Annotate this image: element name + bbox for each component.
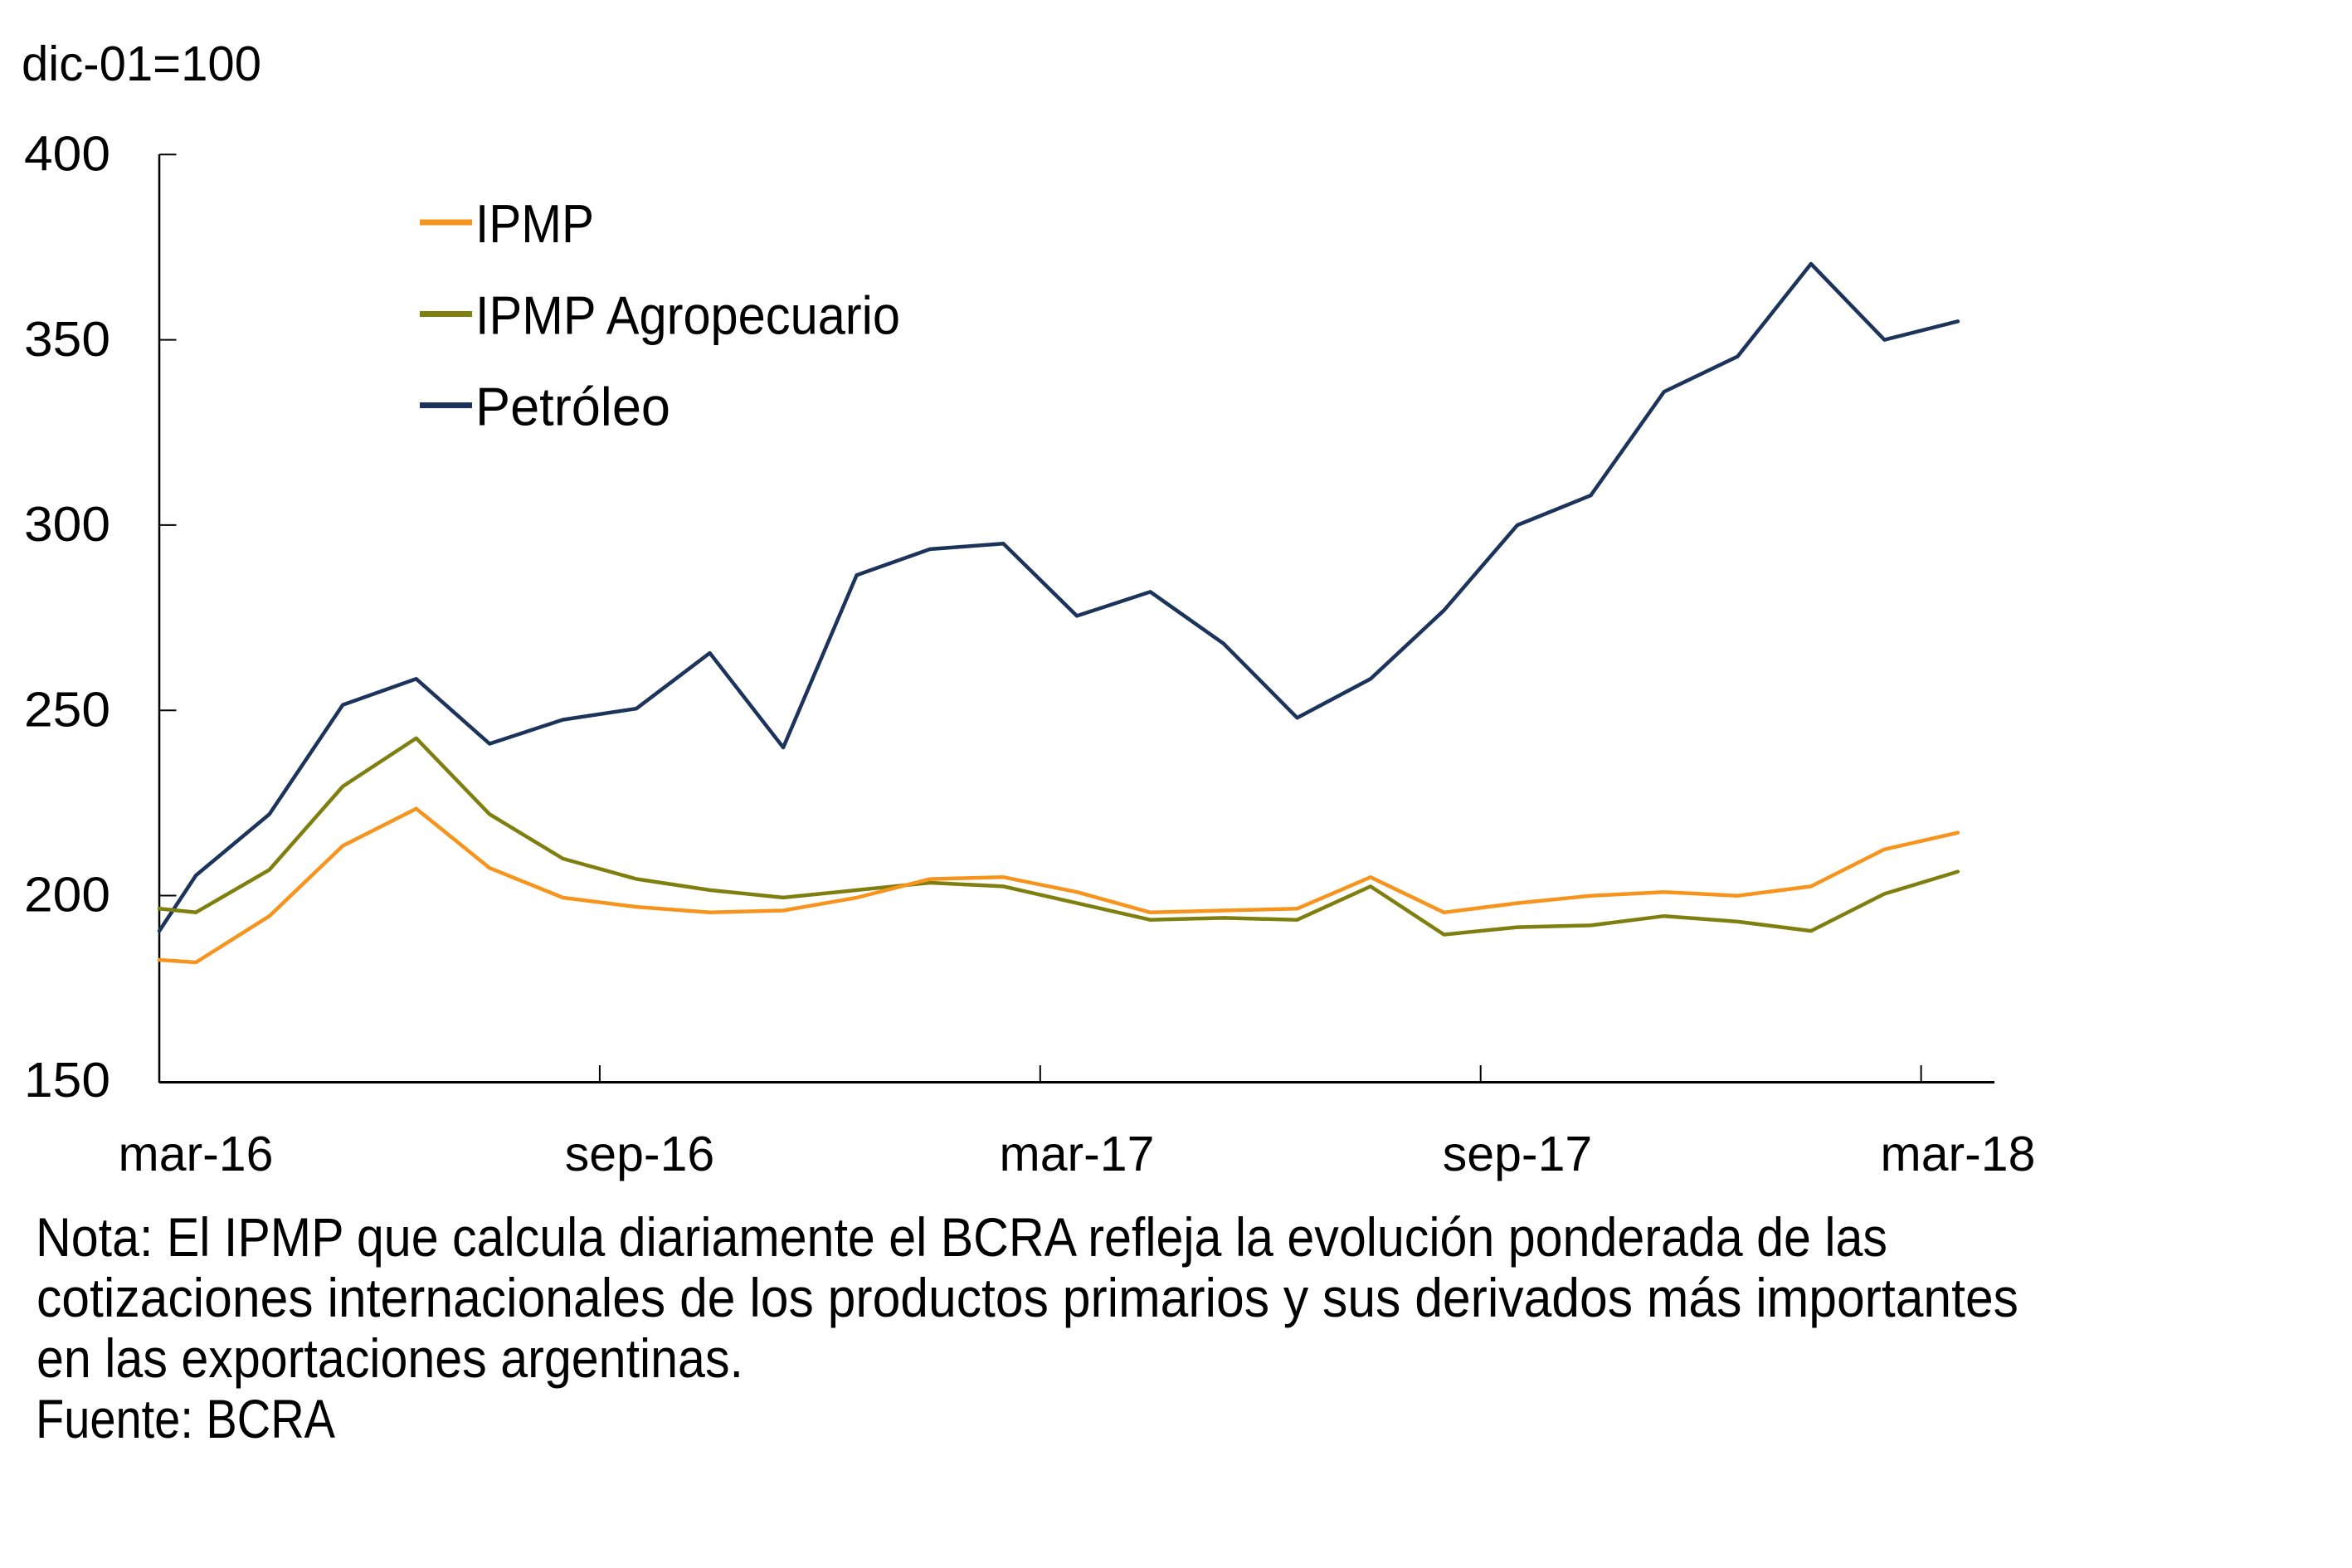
svg-text:mar-17: mar-17 — [1000, 1127, 1155, 1181]
svg-text:sep-16: sep-16 — [565, 1127, 714, 1181]
svg-text:350: 350 — [24, 312, 110, 367]
svg-text:300: 300 — [24, 497, 110, 552]
svg-text:250: 250 — [24, 682, 110, 737]
svg-text:sep-17: sep-17 — [1443, 1127, 1592, 1181]
svg-text:400: 400 — [24, 127, 110, 182]
svg-text:IPMP Agropecuario: IPMP Agropecuario — [475, 285, 900, 346]
svg-text:mar-16: mar-16 — [119, 1127, 274, 1181]
svg-text:200: 200 — [24, 868, 110, 923]
svg-text:Fuente: BCRA: Fuente: BCRA — [36, 1388, 335, 1449]
svg-text:Petróleo: Petróleo — [475, 377, 670, 437]
svg-text:150: 150 — [24, 1053, 110, 1108]
svg-text:Nota: El IPMP que calcula diar: Nota: El IPMP que calcula diariamente el… — [36, 1206, 1887, 1268]
svg-text:en las exportaciones argentina: en las exportaciones argentinas. — [37, 1327, 743, 1389]
svg-text:mar-18: mar-18 — [1881, 1127, 2036, 1181]
svg-text:IPMP: IPMP — [475, 193, 594, 254]
svg-text:dic-01=100: dic-01=100 — [22, 37, 261, 91]
svg-text:cotizaciones internacionales d: cotizaciones internacionales de los prod… — [37, 1267, 2018, 1328]
